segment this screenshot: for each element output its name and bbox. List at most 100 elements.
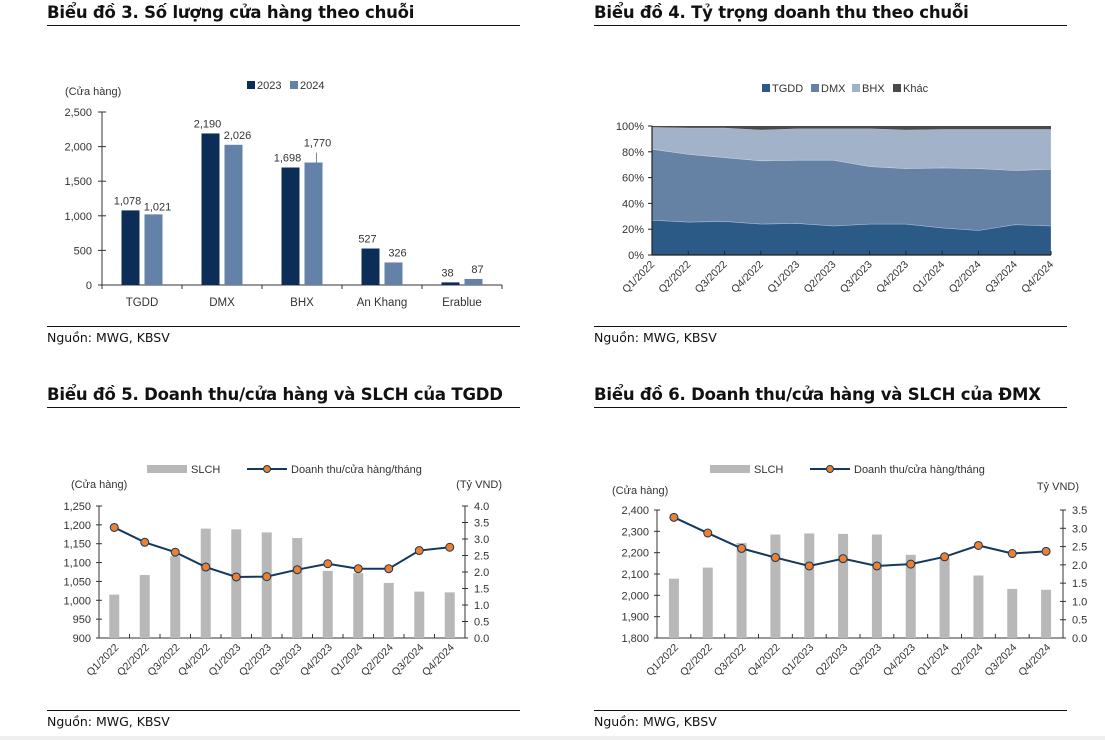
chart5-panel: Biểu đồ 5. Doanh thu/cửa hàng và SLCH củ… xyxy=(47,378,520,738)
legend-label-BHX: BHX xyxy=(862,83,885,95)
chart4-xtick-label: Q4/2023 xyxy=(874,259,911,296)
svg-chart5-y2tick-label: 3.0 xyxy=(474,534,489,546)
data-label-2024-DMX: 2,026 xyxy=(224,130,252,142)
bar-2023-TGDD xyxy=(121,210,140,285)
svg-chart6-ytick-label: 2,400 xyxy=(621,505,649,517)
point-revenue-Q4/2023 xyxy=(323,559,333,569)
chart4-title-rule xyxy=(594,25,1067,27)
svg-chart5-ytick-label: 900 xyxy=(73,633,91,645)
svg-chart6-xtick-label: Q4/2023 xyxy=(881,642,918,679)
point-revenue-Q3/2022 xyxy=(170,547,180,557)
chart4-source: Nguồn: MWG, KBSV xyxy=(594,330,717,345)
svg-chart5-y2tick-label: 0.0 xyxy=(474,633,489,645)
svg-chart6-y2label: Tỷ VND) xyxy=(1037,481,1079,493)
svg-chart6-ytick-label: 2,300 xyxy=(621,526,649,538)
svg-chart6-xtick-label: Q1/2023 xyxy=(779,642,816,679)
chart3-xtick-label: DMX xyxy=(209,297,235,309)
bar-slch-Q2/2024 xyxy=(973,575,984,638)
legend-swatch-2024 xyxy=(290,81,298,89)
bar-slch-Q3/2022 xyxy=(170,556,181,638)
svg-chart5-xtick-label: Q1/2023 xyxy=(206,642,243,679)
chart3-source: Nguồn: MWG, KBSV xyxy=(47,330,170,345)
chart4-xtick-label: Q3/2023 xyxy=(838,259,875,296)
chart3-ytick-label: 0 xyxy=(86,280,92,292)
bar-slch-Q4/2023 xyxy=(322,570,333,638)
svg-chart6-xtick-label: Q2/2022 xyxy=(678,642,715,679)
bar-2023-BHX xyxy=(281,167,300,285)
chart5-title: Biểu đồ 5. Doanh thu/cửa hàng và SLCH củ… xyxy=(47,385,503,404)
svg-chart6-ytick-label: 1,800 xyxy=(621,633,649,645)
bar-slch-Q4/2022 xyxy=(200,528,211,638)
svg-chart5-xtick-label: Q4/2022 xyxy=(176,642,213,679)
svg-chart6-ytick-label: 2,000 xyxy=(621,590,649,602)
area-BHX xyxy=(651,126,1052,171)
point-revenue-Q2/2022 xyxy=(140,537,150,547)
svg-chart5-y2tick-label: 3.5 xyxy=(474,518,489,530)
svg-chart5-y2label: (Tỷ VND) xyxy=(456,479,502,491)
svg-chart5-xtick-label: Q2/2023 xyxy=(237,642,274,679)
svg-chart5-ytick-label: 1,000 xyxy=(63,595,91,607)
chart4-xtick-label: Q1/2023 xyxy=(765,259,802,296)
point-revenue-Q4/2024 xyxy=(445,542,455,552)
chart6-source-rule xyxy=(594,710,1067,712)
chart3-panel: Biểu đồ 3. Số lượng cửa hàng theo chuỗi … xyxy=(47,0,520,360)
bar-slch-Q4/2024 xyxy=(444,592,455,638)
bar-2024-Erablue xyxy=(464,278,483,285)
bar-2023-An Khang xyxy=(361,248,380,285)
bar-2023-Erablue xyxy=(441,282,460,285)
legend-swatch-2023 xyxy=(247,81,255,89)
legend-label-TGDD: TGDD xyxy=(772,83,803,95)
svg-chart5-y2tick-label: 2.0 xyxy=(474,567,489,579)
svg-chart6-ytick-label: 2,100 xyxy=(621,569,649,581)
bar-slch-Q2/2024 xyxy=(383,582,394,638)
svg-chart5-y2tick-label: 0.5 xyxy=(474,617,489,629)
point-revenue-Q1/2023 xyxy=(231,572,241,582)
svg-chart5-y2tick-label: 1.5 xyxy=(474,584,489,596)
chart4-xtick-label: Q2/2024 xyxy=(947,259,984,296)
chart3-svg: (Cửa hàng) 2023 2024 0 500 1,000 1,500 2,000 2,5… xyxy=(64,80,503,309)
point-revenue-Q3/2024 xyxy=(414,546,424,556)
chart4-ytick-label: 100% xyxy=(616,121,644,133)
bar-slch-Q3/2022 xyxy=(736,543,747,638)
data-label-2024-Erablue: 87 xyxy=(471,264,483,276)
point-revenue-Q4/2022 xyxy=(770,553,780,563)
point-revenue-Q3/2023 xyxy=(292,565,302,575)
svg-chart5-xtick-label: Q3/2022 xyxy=(145,642,182,679)
point-revenue-Q4/2023 xyxy=(906,559,916,569)
point-revenue-Q2/2024 xyxy=(384,564,394,574)
svg-chart6-y2tick-label: 1.0 xyxy=(1072,596,1087,608)
chart6-title: Biểu đồ 6. Doanh thu/cửa hàng và SLCH củ… xyxy=(594,385,1041,404)
chart3-ytick-label: 2,500 xyxy=(64,107,92,119)
chart5-source: Nguồn: MWG, KBSV xyxy=(47,714,170,729)
svg-chart6-xtick-label: Q3/2024 xyxy=(982,642,1019,679)
svg-chart5-y2tick-label: 2.5 xyxy=(474,551,489,563)
legend-label-slch: SLCH xyxy=(754,464,783,476)
chart4-xtick-label: Q3/2024 xyxy=(983,259,1020,296)
area-Khác xyxy=(652,126,1051,130)
chart6-svg: SLCH Doanh thu/cửa hàng/tháng (Cửa hàng) Tỷ… xyxy=(612,464,1087,679)
point-revenue-Q4/2024 xyxy=(1041,546,1051,556)
chart4-ytick-label: 80% xyxy=(622,147,644,159)
legend-label-DMX: DMX xyxy=(821,83,846,95)
legend-label-2023: 2023 xyxy=(257,80,281,92)
bar-slch-Q3/2023 xyxy=(871,534,882,638)
data-label-2024-TGDD: 1,021 xyxy=(144,201,172,213)
svg-chart6-xtick-label: Q3/2022 xyxy=(712,642,749,679)
legend-label-Khác: Khác xyxy=(903,83,929,95)
point-revenue-Q1/2024 xyxy=(353,564,363,574)
bar-slch-Q4/2024 xyxy=(1041,589,1052,638)
bar-slch-Q2/2023 xyxy=(838,533,849,638)
point-revenue-Q1/2023 xyxy=(804,561,814,571)
point-revenue-Q3/2024 xyxy=(1007,549,1017,559)
data-label-2023-TGDD: 1,078 xyxy=(114,195,142,207)
legend-label-slch: SLCH xyxy=(191,464,220,476)
chart3-xtick-label: An Khang xyxy=(357,297,408,309)
data-label-2024-BHX: 1,770 xyxy=(304,138,332,150)
chart3-xtick-label: Erablue xyxy=(442,297,482,309)
svg-chart5-xtick-label: Q4/2024 xyxy=(420,642,457,679)
point-revenue-Q1/2022 xyxy=(109,522,119,532)
chart3-title-rule xyxy=(47,25,520,27)
bar-2024-An Khang xyxy=(384,262,403,285)
bar-slch-Q2/2022 xyxy=(139,575,150,638)
chart6-source: Nguồn: MWG, KBSV xyxy=(594,714,717,729)
